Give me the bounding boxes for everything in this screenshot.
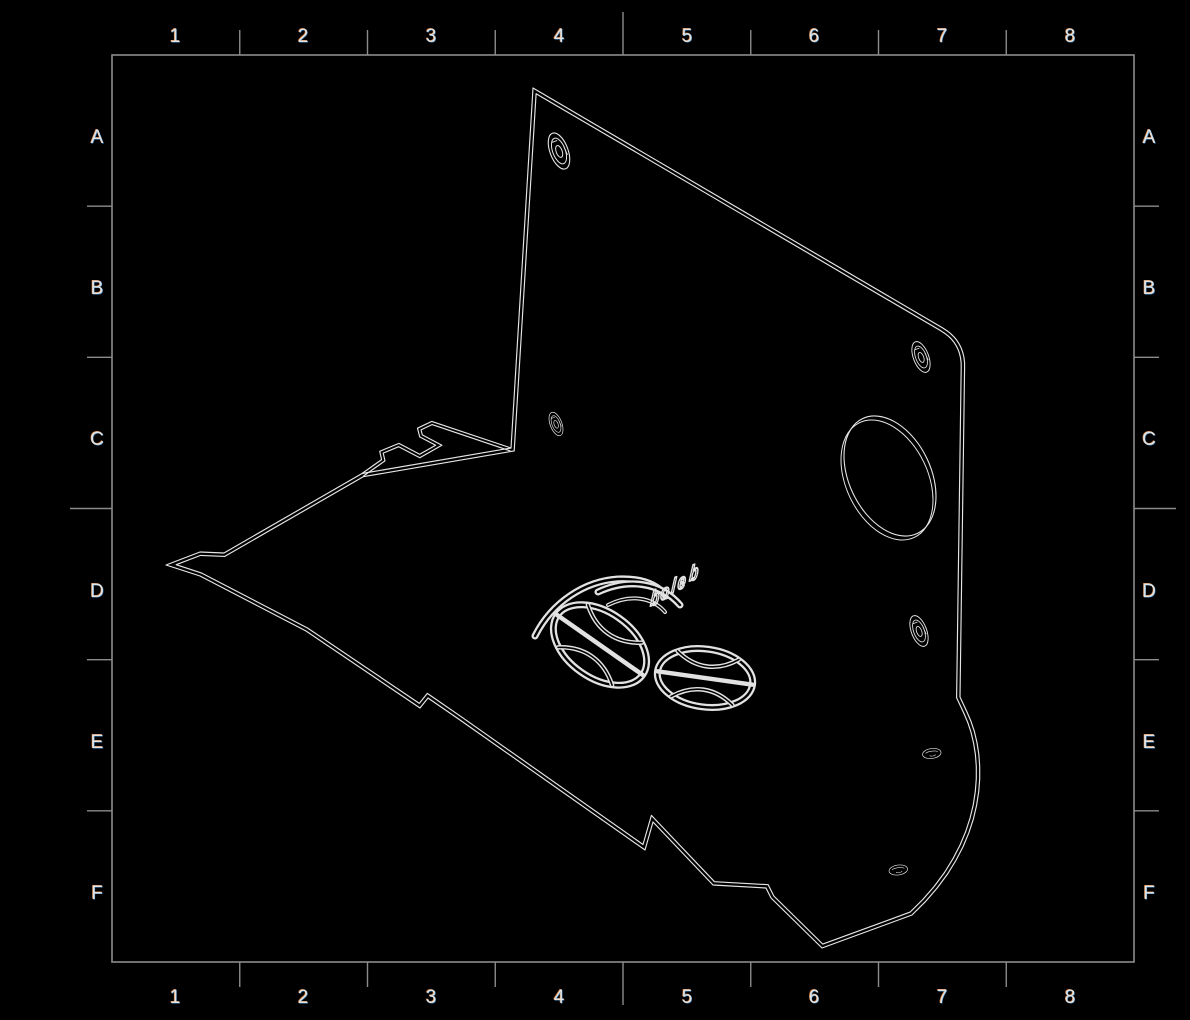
svg-text:B: B — [91, 278, 104, 299]
svg-text:B: B — [1143, 278, 1156, 299]
svg-text:3: 3 — [426, 987, 437, 1008]
svg-text:2: 2 — [298, 26, 309, 47]
svg-text:4: 4 — [554, 26, 565, 47]
svg-text:2: 2 — [298, 987, 309, 1008]
svg-text:8: 8 — [1065, 26, 1076, 47]
svg-text:F: F — [91, 883, 103, 904]
svg-text:6: 6 — [809, 26, 820, 47]
svg-text:F: F — [1143, 883, 1155, 904]
svg-text:7: 7 — [937, 987, 948, 1008]
svg-text:6: 6 — [809, 987, 820, 1008]
svg-text:7: 7 — [937, 26, 948, 47]
svg-text:o: o — [659, 578, 670, 605]
svg-text:5: 5 — [682, 987, 693, 1008]
svg-text:A: A — [91, 127, 104, 148]
svg-text:b: b — [689, 559, 700, 586]
svg-text:8: 8 — [1065, 987, 1076, 1008]
svg-text:1: 1 — [170, 26, 181, 47]
svg-text:C: C — [1142, 429, 1156, 450]
svg-text:5: 5 — [682, 26, 693, 47]
svg-text:C: C — [90, 429, 104, 450]
svg-text:D: D — [1142, 581, 1156, 602]
svg-text:e: e — [677, 568, 687, 595]
svg-text:1: 1 — [170, 987, 181, 1008]
svg-text:l: l — [671, 572, 678, 598]
svg-text:E: E — [1143, 732, 1156, 753]
svg-text:3: 3 — [426, 26, 437, 47]
svg-text:D: D — [90, 581, 104, 602]
svg-text:4: 4 — [554, 987, 565, 1008]
svg-text:A: A — [1143, 127, 1156, 148]
svg-text:E: E — [91, 732, 104, 753]
